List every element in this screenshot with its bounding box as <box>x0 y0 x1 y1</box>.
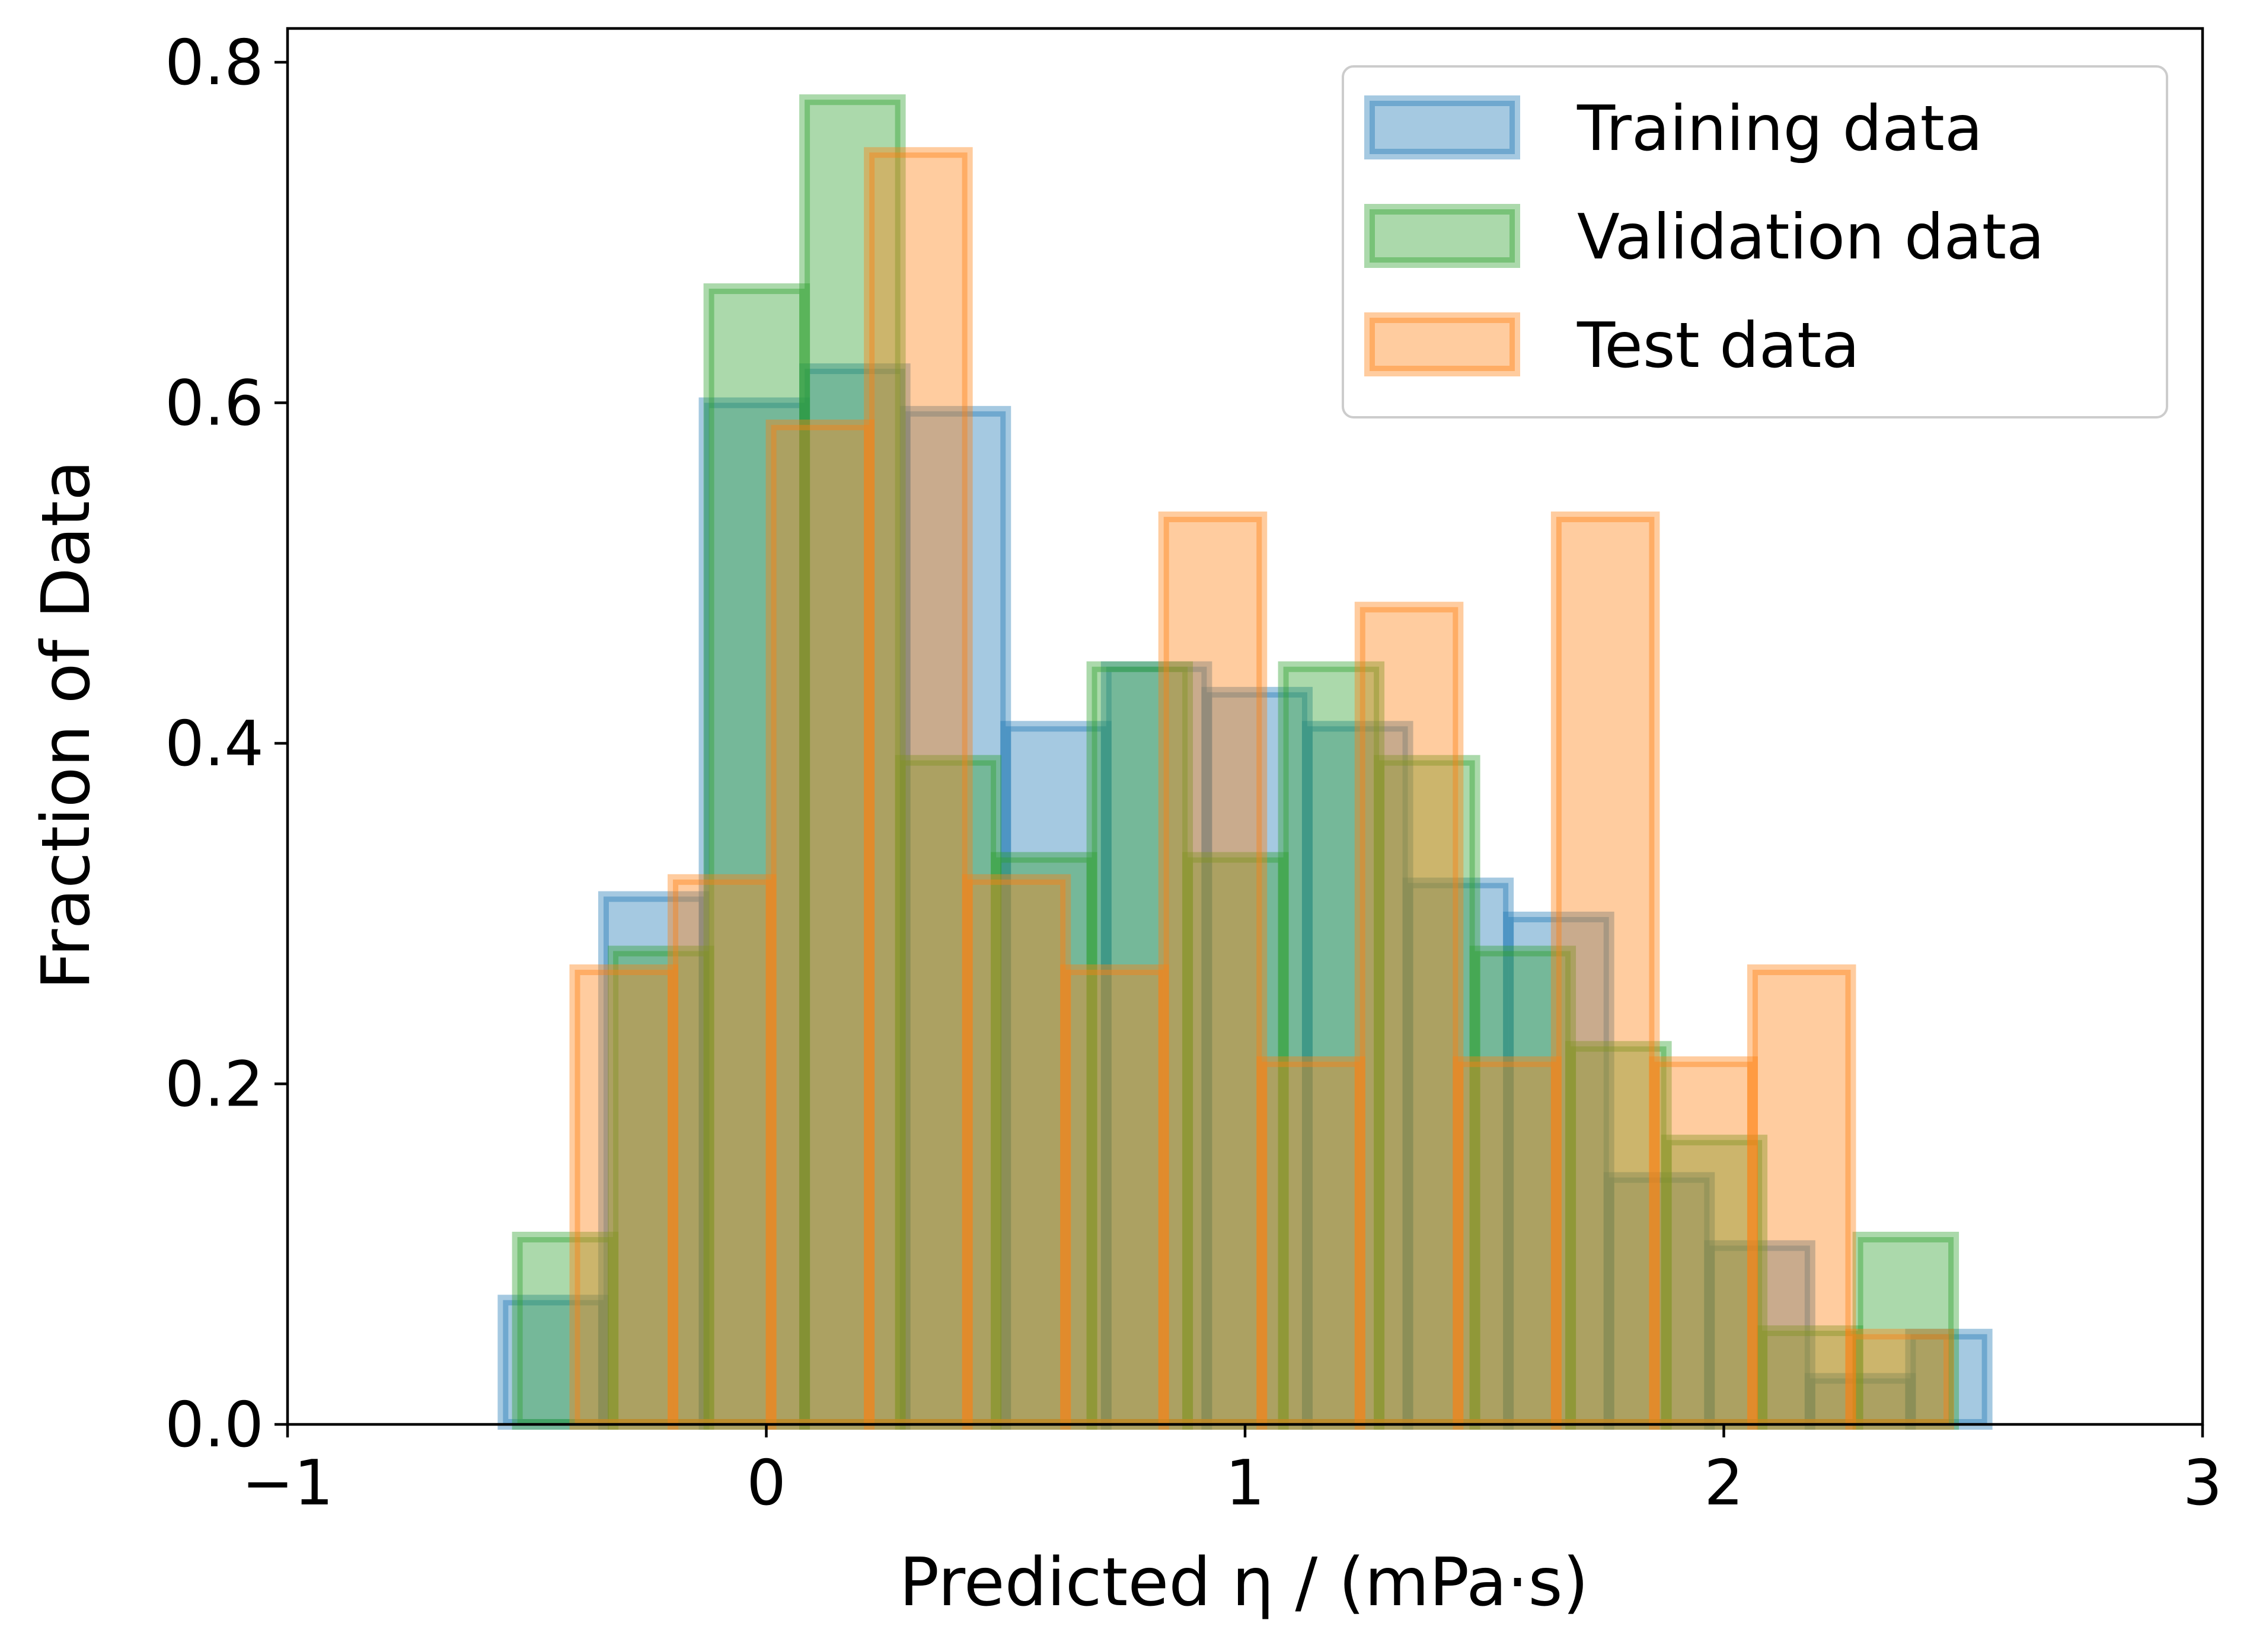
x-tick-label: 3 <box>2183 1447 2223 1519</box>
histogram-bar <box>1565 1041 1672 1430</box>
histogram-bar <box>598 891 710 1430</box>
legend-label: Test data <box>1576 309 1860 382</box>
histogram-bar <box>765 419 875 1430</box>
y-axis-ticks: 0.0 0.2 0.4 0.6 0.8 <box>165 27 288 1461</box>
histogram-bar <box>608 945 714 1430</box>
legend-label: Validation data <box>1577 201 2044 273</box>
histogram-bar <box>1301 721 1413 1430</box>
histogram-bar <box>1060 964 1169 1430</box>
histogram-bar <box>991 852 1097 1430</box>
histogram-bar <box>799 94 906 1430</box>
legend-swatch <box>1364 204 1520 268</box>
histogram-bar <box>703 283 810 1430</box>
histogram-bar <box>1256 1056 1365 1430</box>
histogram-bar <box>1402 877 1514 1430</box>
histogram-bar <box>1453 1056 1562 1430</box>
y-axis-label: Fraction of Data <box>28 460 105 990</box>
x-tick-label: 0 <box>746 1447 786 1519</box>
x-tick-label: −1 <box>242 1447 334 1519</box>
histogram-bar <box>895 755 1002 1430</box>
histogram-bar <box>1374 755 1480 1430</box>
histogram-bar <box>668 874 777 1430</box>
legend-frame <box>1342 65 2168 418</box>
legend-label: Training data <box>1576 92 1983 165</box>
legend-swatch <box>1364 312 1520 376</box>
histogram-bar <box>1182 852 1289 1430</box>
histogram-bar <box>1278 661 1385 1430</box>
x-tick-label: 1 <box>1225 1447 1265 1519</box>
histogram-bar <box>864 147 973 1430</box>
legend-swatch <box>1364 95 1520 159</box>
histogram-bar <box>1354 602 1464 1430</box>
histogram-bar <box>1469 945 1576 1430</box>
histogram-bar <box>1158 511 1268 1430</box>
histogram-bar <box>1100 661 1212 1430</box>
y-tick-label: 0.6 <box>165 368 264 440</box>
histogram-bar <box>1747 964 1856 1430</box>
histogram-bar <box>1550 511 1660 1430</box>
series-3-bars <box>569 147 1955 1430</box>
histogram-bar <box>1649 1056 1758 1430</box>
histogram-bar <box>497 1295 609 1430</box>
series-2-bars <box>512 94 1959 1430</box>
legend: Training data Validation data Test data <box>1342 65 2168 418</box>
histogram-bar <box>1603 1172 1715 1430</box>
series-1-bars <box>497 363 1993 1430</box>
histogram-bar <box>962 874 1071 1430</box>
x-axis-ticks: −1 0 1 2 3 <box>242 1424 2223 1519</box>
y-tick-label: 0.8 <box>165 27 264 99</box>
histogram-bar <box>1845 1328 1955 1430</box>
histogram-bar <box>569 964 679 1430</box>
y-tick-label: 0.4 <box>165 708 264 780</box>
histogram-bar <box>698 397 810 1430</box>
x-axis-label: Predicted η / (mPa·s) <box>899 1544 1589 1621</box>
x-tick-label: 2 <box>1704 1447 1744 1519</box>
y-tick-label: 0.2 <box>165 1049 264 1121</box>
histogram-bars <box>497 94 1993 1430</box>
histogram-bar <box>1201 686 1313 1430</box>
histogram-bar <box>1905 1328 1993 1430</box>
y-tick-label: 0.0 <box>165 1389 264 1461</box>
histogram-bar <box>1661 1135 1768 1430</box>
